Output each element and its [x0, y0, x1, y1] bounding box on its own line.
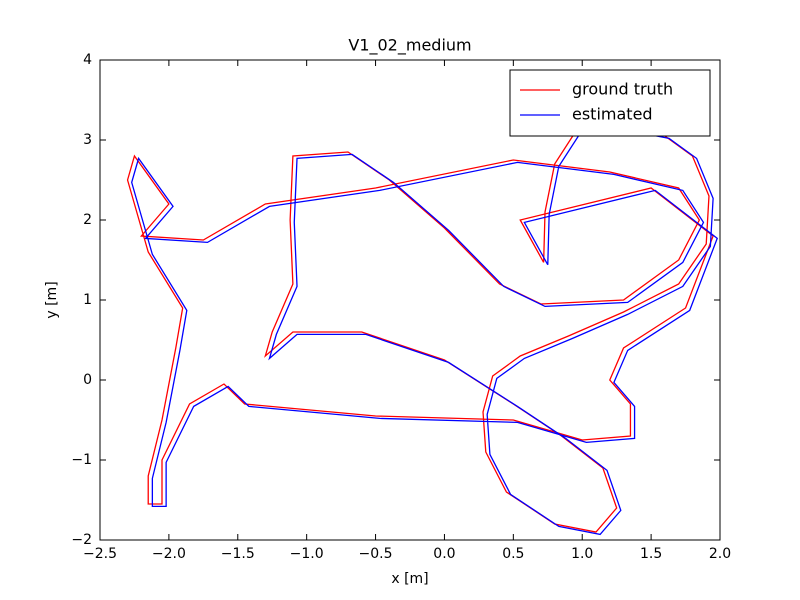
x-tick-label: 0.5: [502, 546, 524, 562]
chart-title: V1_02_medium: [348, 36, 471, 56]
x-tick-label: −2.0: [152, 546, 186, 562]
y-tick-label: 2: [83, 212, 92, 228]
x-tick-label: −0.5: [359, 546, 393, 562]
trajectory-line: [126, 127, 714, 533]
y-tick-label: 3: [83, 132, 92, 148]
legend-label: estimated: [572, 105, 653, 124]
y-tick-label: 0: [83, 372, 92, 388]
x-tick-label: 1.0: [571, 546, 593, 562]
y-tick-label: −2: [71, 532, 92, 548]
legend: ground truth estimated: [509, 69, 711, 137]
legend-box: [509, 69, 711, 137]
plot-area: [126, 127, 719, 536]
y-axis-label: y [m]: [44, 281, 60, 318]
x-tick-label: 1.5: [640, 546, 662, 562]
trajectory-line: [131, 129, 719, 536]
x-tick-label: 0.0: [433, 546, 455, 562]
x-axis-label: x [m]: [391, 571, 428, 587]
x-tick-label: −2.5: [83, 546, 117, 562]
legend-label: ground truth: [572, 80, 673, 99]
y-tick-label: −1: [71, 452, 92, 468]
x-tick-label: −1.0: [290, 546, 324, 562]
y-tick-label: 4: [83, 52, 92, 68]
axes: −2.5 −2.0 −1.5 −1.0 −0.5 0.0 0.5 1.0 1.5 2.0 −2 −1 0…: [71, 52, 731, 562]
x-tick-label: 2.0: [709, 546, 731, 562]
x-tick-label: −1.5: [221, 546, 255, 562]
y-tick-label: 1: [83, 292, 92, 308]
